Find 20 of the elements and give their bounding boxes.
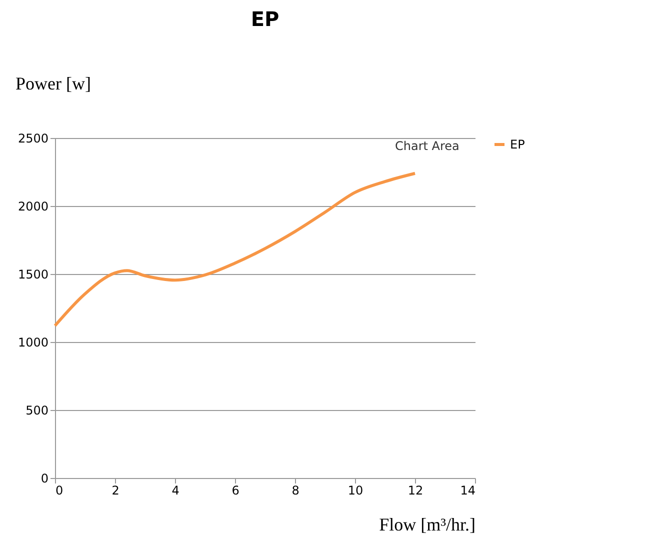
x-tick-label: 4: [172, 484, 180, 498]
x-tick-label: 8: [292, 484, 300, 498]
legend-label: EP: [510, 138, 525, 152]
chart-title: EP: [250, 7, 280, 31]
x-tick-label: 10: [348, 484, 364, 498]
y-tick-label: 1500: [18, 268, 48, 282]
y-tick-label: 500: [26, 404, 48, 418]
y-tick-label: 2500: [18, 132, 48, 146]
line-series: [54, 172, 416, 328]
annotation: Chart Area: [395, 139, 460, 153]
y-tick-label: 0: [40, 472, 48, 486]
x-tick-label: 6: [232, 484, 240, 498]
y-tick-label: 2000: [18, 200, 48, 214]
x-tick-label: 12: [408, 484, 424, 498]
x-tick-label: 0: [56, 484, 64, 498]
x-tick-label: 14: [460, 484, 476, 498]
y-axis-title: Power [w]: [16, 74, 91, 94]
x-axis-title: Flow [m³/hr.]: [379, 514, 476, 534]
x-tick-label: 2: [112, 484, 120, 498]
y-tick-label: 1000: [18, 336, 48, 350]
